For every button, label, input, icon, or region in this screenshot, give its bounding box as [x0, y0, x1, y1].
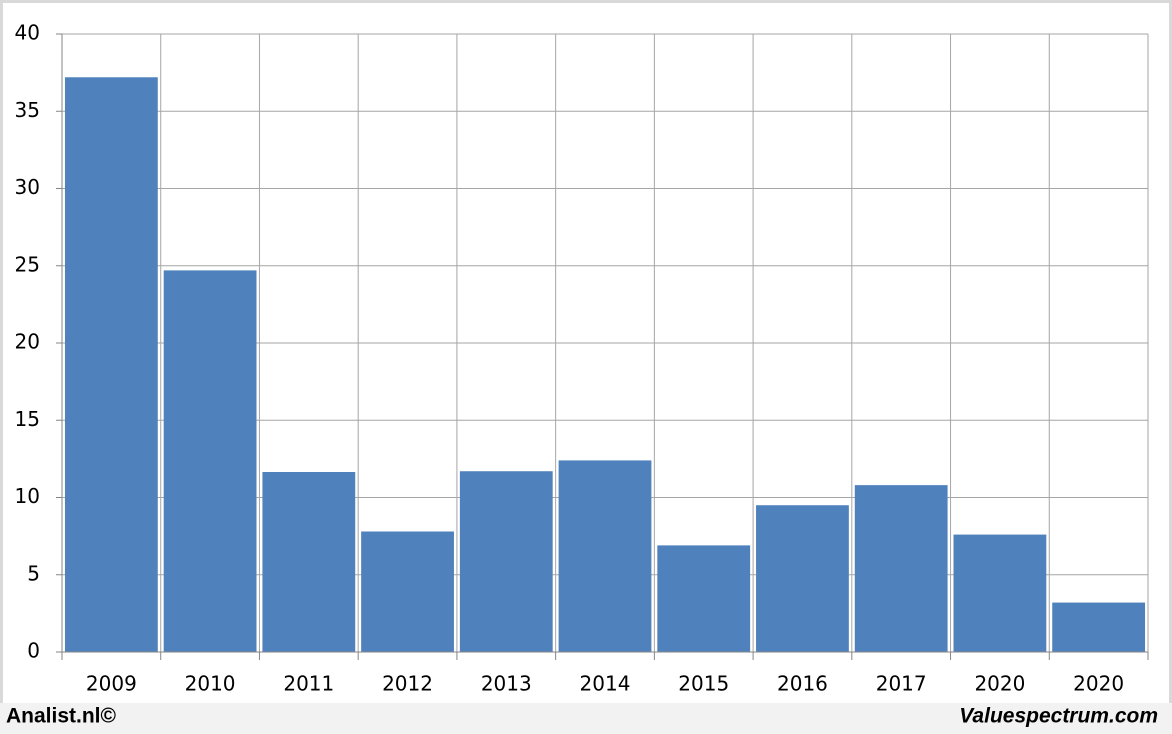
y-tick-label: 0	[27, 639, 40, 663]
x-tick-label: 2010	[185, 672, 236, 696]
y-tick-label: 35	[15, 98, 40, 122]
bar	[262, 472, 356, 652]
x-tick-label: 2011	[283, 672, 334, 696]
bar	[64, 77, 158, 652]
y-tick-label: 30	[15, 175, 40, 199]
y-tick-label: 5	[27, 561, 40, 585]
bar	[1052, 602, 1146, 652]
bar	[657, 545, 751, 652]
bar	[459, 471, 553, 652]
x-tick-label: 2020	[1073, 672, 1124, 696]
bar	[361, 531, 454, 652]
y-tick-label: 25	[15, 252, 40, 276]
y-tick-label: 15	[15, 407, 40, 431]
bar	[558, 460, 652, 652]
x-tick-label: 2020	[974, 672, 1025, 696]
bar	[854, 485, 948, 652]
x-tick-label: 2015	[678, 672, 729, 696]
bar	[953, 534, 1047, 652]
x-tick-label: 2013	[481, 672, 532, 696]
footer-right: Valuespectrum.com	[959, 705, 1158, 728]
x-tick-label: 2009	[86, 672, 137, 696]
y-tick-label: 20	[15, 330, 40, 354]
x-tick-label: 2012	[382, 672, 433, 696]
y-tick-label: 40	[15, 21, 40, 45]
bar	[163, 270, 257, 652]
footer-left: Analist.nl©	[6, 705, 117, 728]
y-tick-label: 10	[15, 484, 40, 508]
x-tick-label: 2016	[777, 672, 828, 696]
x-tick-label: 2017	[876, 672, 927, 696]
footer-band	[0, 703, 1172, 734]
x-tick-label: 2014	[580, 672, 631, 696]
bar	[756, 505, 849, 652]
